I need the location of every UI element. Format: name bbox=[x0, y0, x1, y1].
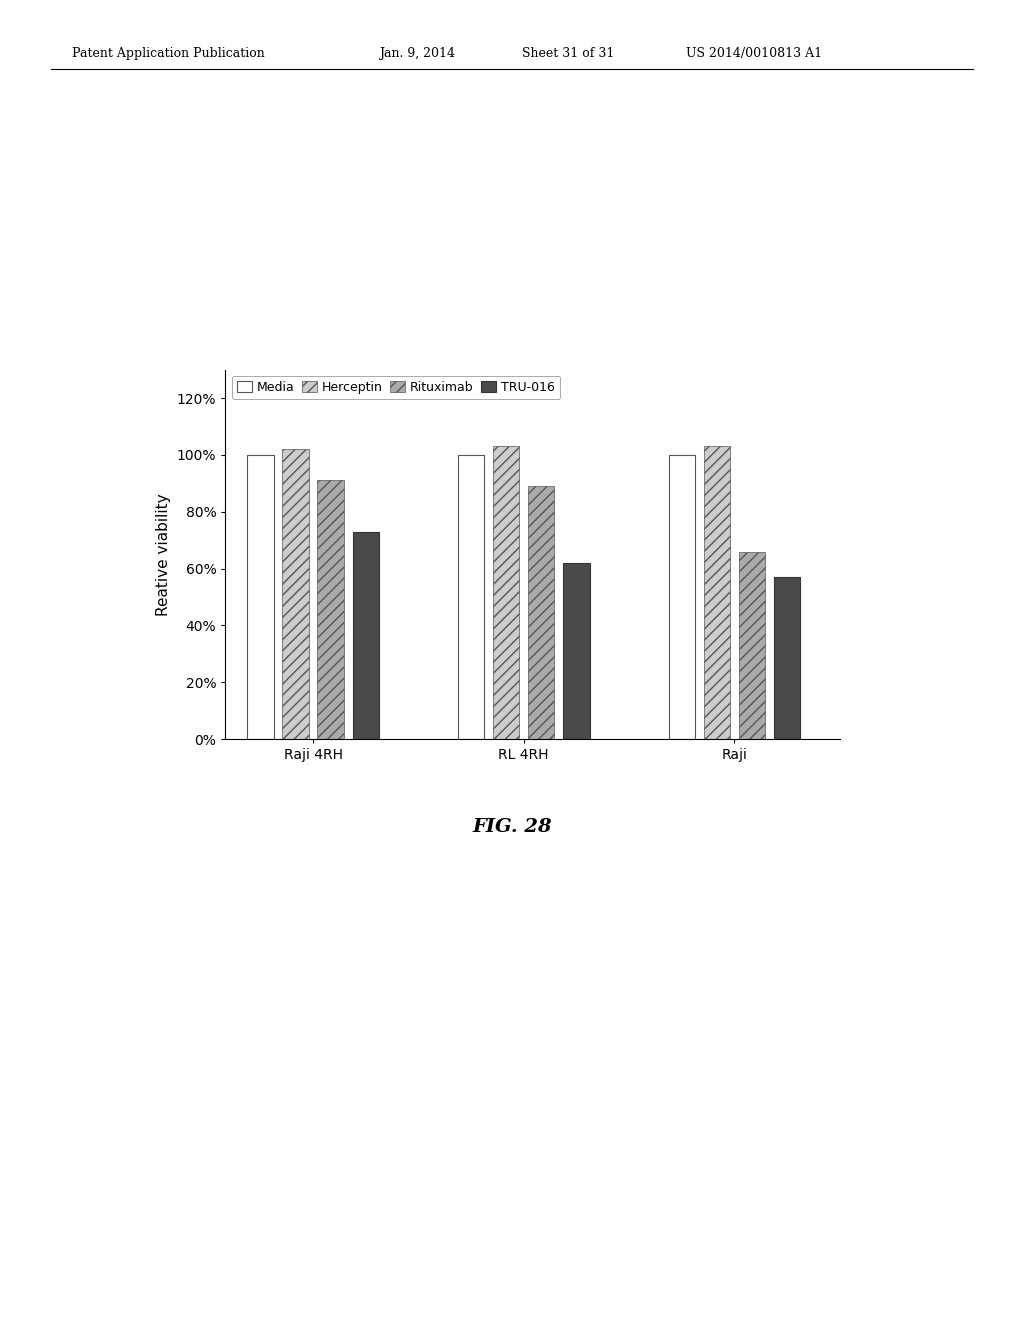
Bar bbox=[247, 455, 273, 739]
Text: FIG. 28: FIG. 28 bbox=[472, 818, 552, 837]
Bar bbox=[563, 562, 590, 739]
Text: Sheet 31 of 31: Sheet 31 of 31 bbox=[522, 46, 614, 59]
Y-axis label: Reative viability: Reative viability bbox=[157, 494, 171, 615]
Bar bbox=[774, 577, 800, 739]
Bar bbox=[317, 480, 344, 739]
Bar bbox=[669, 455, 695, 739]
Text: Jan. 9, 2014: Jan. 9, 2014 bbox=[379, 46, 455, 59]
Text: Patent Application Publication: Patent Application Publication bbox=[72, 46, 264, 59]
Bar bbox=[493, 446, 519, 739]
Legend: Media, Herceptin, Rituximab, TRU-016: Media, Herceptin, Rituximab, TRU-016 bbox=[231, 376, 560, 399]
Bar bbox=[528, 486, 554, 739]
Bar bbox=[458, 455, 484, 739]
Text: US 2014/0010813 A1: US 2014/0010813 A1 bbox=[686, 46, 822, 59]
Bar bbox=[283, 449, 308, 739]
Bar bbox=[352, 532, 379, 739]
Bar bbox=[738, 552, 765, 739]
Bar bbox=[703, 446, 730, 739]
